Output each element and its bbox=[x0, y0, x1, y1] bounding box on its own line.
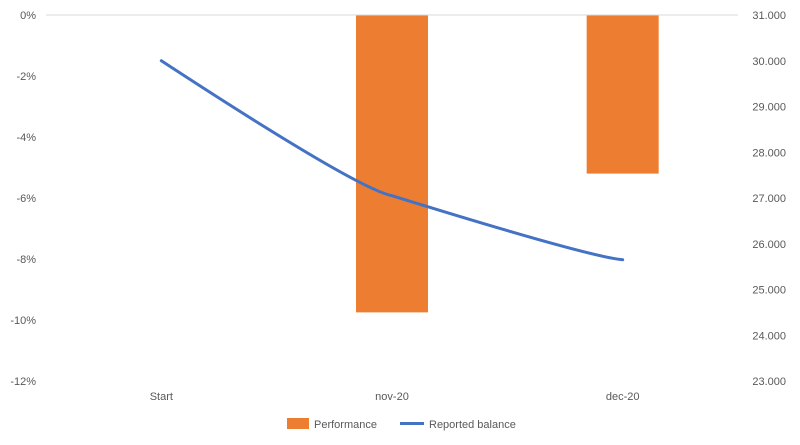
right-axis: 31.000 30.000 29.000 28.000 27.000 26.000 25.0… bbox=[752, 10, 786, 388]
legend-label-performance: Performance bbox=[314, 419, 377, 431]
right-tick-label: 26.000 bbox=[752, 239, 786, 251]
category-axis: Start nov-20 dec-20 bbox=[150, 391, 640, 403]
left-tick-label: -12% bbox=[10, 376, 36, 388]
x-tick-label: dec-20 bbox=[606, 391, 640, 403]
left-tick-label: -4% bbox=[16, 132, 36, 144]
left-tick-label: -10% bbox=[10, 315, 36, 327]
legend: Performance Reported balance bbox=[287, 418, 516, 431]
x-tick-label: Start bbox=[150, 391, 173, 403]
left-tick-label: 0% bbox=[20, 10, 36, 22]
left-axis: 0% -2% -4% -6% -8% -10% -12% bbox=[10, 10, 36, 388]
performance-bar bbox=[356, 15, 428, 313]
legend-label-reported-balance: Reported balance bbox=[429, 419, 516, 431]
x-tick-label: nov-20 bbox=[375, 391, 409, 403]
right-tick-label: 29.000 bbox=[752, 102, 786, 114]
left-tick-label: -6% bbox=[16, 193, 36, 205]
performance-bars bbox=[356, 15, 659, 313]
right-tick-label: 25.000 bbox=[752, 285, 786, 297]
right-tick-label: 27.000 bbox=[752, 193, 786, 205]
left-tick-label: -8% bbox=[16, 254, 36, 266]
right-tick-label: 24.000 bbox=[752, 330, 786, 342]
performance-bar bbox=[586, 15, 659, 174]
reported-balance-path bbox=[159, 59, 625, 262]
legend-swatch-performance bbox=[287, 418, 309, 429]
right-tick-label: 28.000 bbox=[752, 147, 786, 159]
right-tick-label: 31.000 bbox=[752, 10, 786, 22]
reported-balance-line bbox=[159, 59, 625, 262]
right-tick-label: 23.000 bbox=[752, 376, 786, 388]
left-tick-label: -2% bbox=[16, 71, 36, 83]
right-tick-label: 30.000 bbox=[752, 56, 786, 68]
